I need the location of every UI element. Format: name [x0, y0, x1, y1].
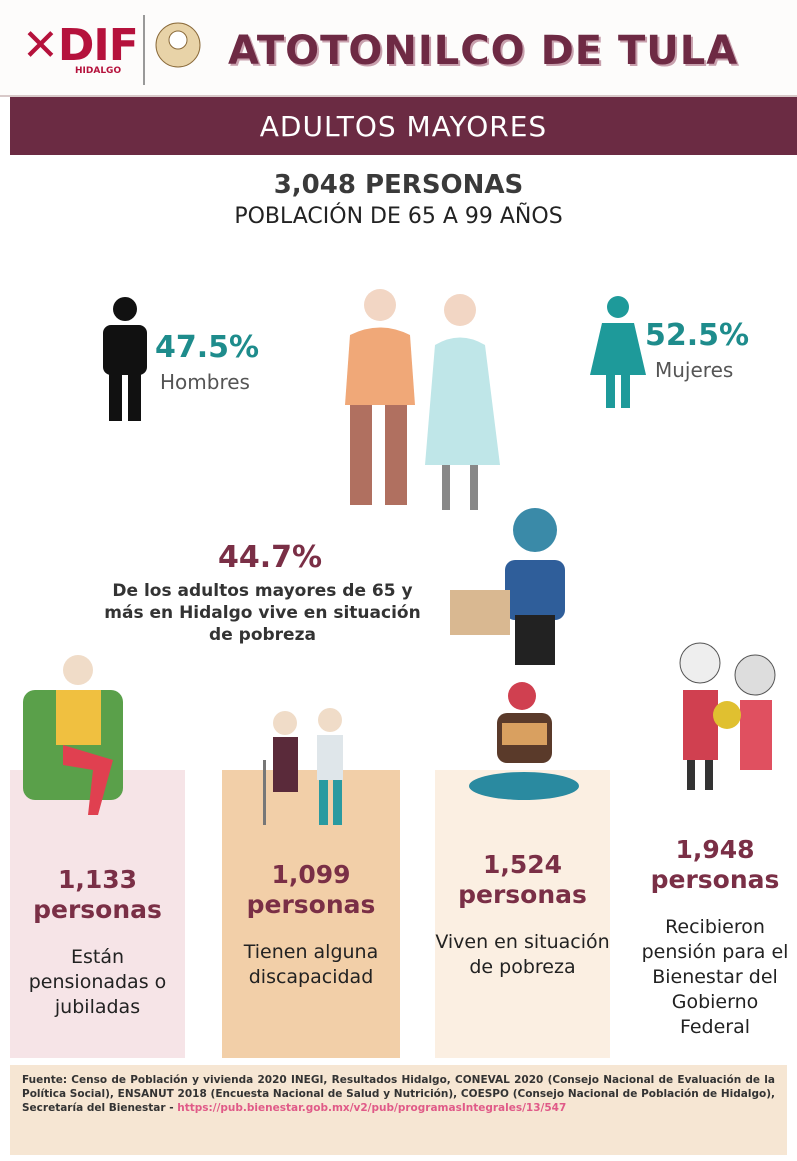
card-unit: personas: [435, 880, 610, 910]
logo-text: DIF: [58, 20, 138, 71]
card-number: 1,948: [635, 835, 795, 865]
logo-sub: HIDALGO: [75, 66, 121, 76]
poverty-card-illustration: [462, 678, 592, 808]
population-total: 3,048 PERSONAS: [0, 170, 797, 200]
women-label: Mujeres: [655, 358, 733, 382]
poverty-illustration: [445, 500, 605, 670]
logo-divider: [140, 10, 210, 90]
pension-illustration: [18, 650, 133, 820]
card-number: 1,133: [10, 865, 185, 895]
page: ✕DIF HIDALGO ATOTONILCO DE TULA ADULTOS …: [0, 0, 797, 1161]
footer-link[interactable]: https://pub.bienestar.gob.mx/v2/pub/prog…: [177, 1102, 566, 1114]
couple-illustration: [330, 285, 510, 520]
poverty-text: De los adultos mayores de 65 y más en Hi…: [95, 580, 430, 646]
card: 1,524 personas Viven en situación de pob…: [435, 770, 610, 1058]
pension-federal-illustration: [665, 635, 785, 795]
card-text: Recibieron pensión para el Bienestar del…: [635, 915, 795, 1040]
card-unit: personas: [10, 895, 185, 925]
card-text: Tienen alguna discapacidad: [222, 940, 400, 990]
population-description: POBLACIÓN DE 65 A 99 AÑOS: [0, 204, 797, 229]
card-text: Están pensionadas o jubiladas: [10, 945, 185, 1020]
footer: Fuente: Censo de Población y vivienda 20…: [10, 1065, 787, 1155]
men-percent: 47.5%: [155, 330, 259, 365]
logo: ✕DIF: [22, 20, 138, 71]
card-number: 1,099: [222, 860, 400, 890]
title: ATOTONILCO DE TULA: [228, 28, 738, 74]
card-unit: personas: [635, 865, 795, 895]
banner: ADULTOS MAYORES: [10, 97, 797, 155]
woman-icon: [588, 295, 648, 410]
card-number: 1,524: [435, 850, 610, 880]
man-icon: [95, 295, 155, 425]
card-text: Viven en situación de pobreza: [435, 930, 610, 980]
disability-illustration: [255, 705, 365, 830]
card: 1,948 personas Recibieron pensión para e…: [635, 770, 795, 1058]
poverty-percent: 44.7%: [200, 540, 340, 575]
men-label: Hombres: [160, 370, 250, 394]
card-unit: personas: [222, 890, 400, 920]
women-percent: 52.5%: [645, 318, 749, 353]
